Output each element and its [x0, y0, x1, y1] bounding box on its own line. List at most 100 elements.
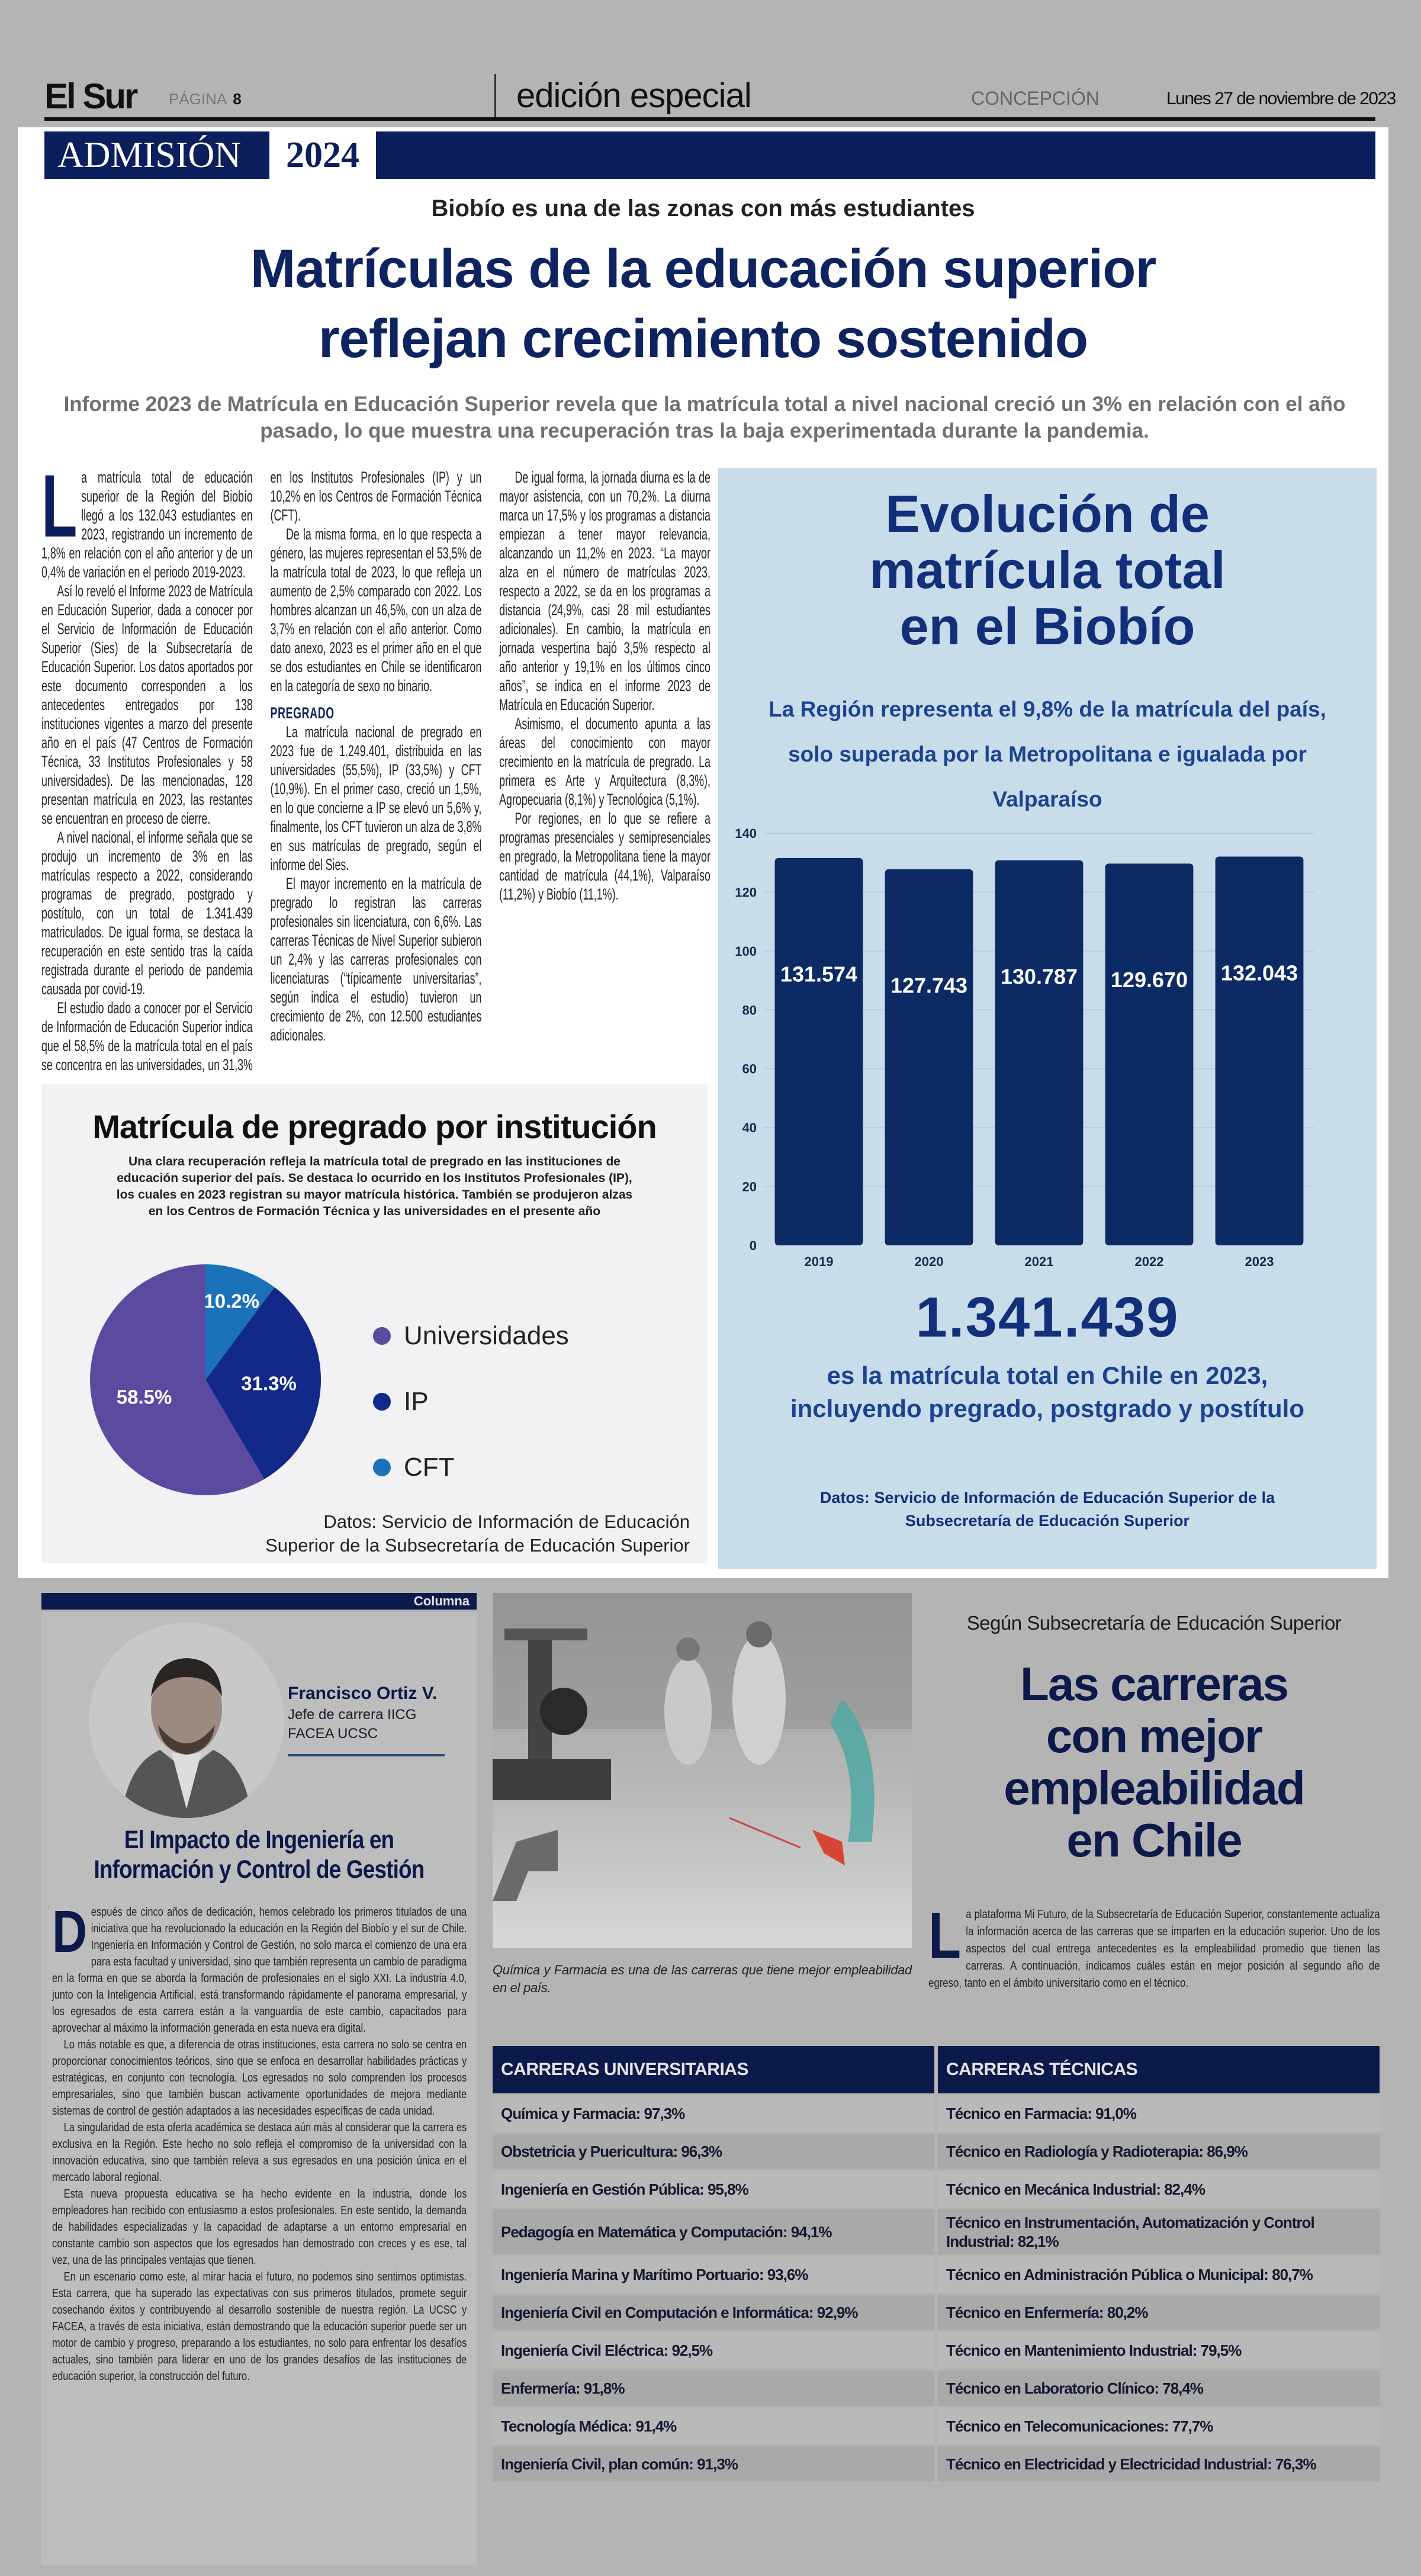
- legend-label: Universidades: [404, 1321, 569, 1350]
- pie-chart-box: Matrícula de pregrado por institución Un…: [41, 1084, 708, 1563]
- infographic-subtitle: La Región representa el 9,8% de la matrí…: [769, 697, 1326, 811]
- headline-line: Las carreras: [1020, 1658, 1289, 1710]
- pie-chart: 10.2% 31.3% 58.5%: [89, 1264, 321, 1495]
- pie-source: Datos: Servicio de Información de Educac…: [265, 1510, 690, 1557]
- y-tick-label: 140: [735, 826, 757, 841]
- university-list-item: Ingeniería en Gestión Pública: 95,8%: [493, 2172, 934, 2207]
- technical-list-item: Técnico en Instrumentación, Automatizaci…: [938, 2209, 1380, 2254]
- laboratory-image: [493, 1593, 912, 1948]
- title-line: Evolución de: [885, 484, 1210, 543]
- bar-2022: [1105, 863, 1194, 1245]
- pie-slice-universidades: [89, 1264, 265, 1495]
- bar-chart: 0 20 40 60 80 100 120 140 131.574 2019 127.743 2020…: [735, 826, 1314, 1269]
- photo-caption: Química y Farmacia es una de las carrera…: [493, 1962, 912, 1995]
- author-role: Jefe de carrera IICG FACEA UCSC: [288, 1705, 416, 1743]
- lab-photo: [493, 1593, 912, 1948]
- y-tick-label: 20: [742, 1180, 757, 1194]
- title-line: Información y Control de Gestión: [94, 1855, 425, 1884]
- headline-line: empleabilidad: [1004, 1762, 1305, 1814]
- page-number: PÁGINA 8: [169, 90, 242, 108]
- legend-label: CFT: [404, 1452, 455, 1482]
- national-total: 1.341.439: [915, 1286, 1179, 1349]
- paragraph: El estudio dado a conocer por el Servici…: [41, 468, 482, 1074]
- employability-lists: CARRERAS UNIVERSITARIAS Química y Farmaci…: [493, 2046, 1380, 2482]
- paragraph: Después de cinco años de dedicación, hem…: [52, 1899, 467, 2035]
- bar-2023: [1215, 856, 1304, 1245]
- article-headline: Matrículas de la educación superior refl…: [18, 234, 1388, 374]
- paragraph: Por regiones, en lo que se refiere a pro…: [499, 810, 710, 903]
- headline-line: Matrículas de la educación superior: [250, 239, 1157, 299]
- employability-kicker: Según Subsecretaría de Educación Superio…: [966, 1612, 1342, 1634]
- infographic-title: Evolución de matrícula total en el Biobí…: [718, 486, 1377, 654]
- bar-2021: [995, 860, 1084, 1245]
- edition-label: edición especial: [516, 76, 752, 115]
- y-tick-label: 120: [735, 885, 757, 900]
- paragraph: La matrícula nacional de pregrado en 202…: [270, 723, 482, 873]
- x-tick-label: 2023: [1245, 1254, 1274, 1269]
- university-list-header: CARRERAS UNIVERSITARIAS: [493, 2046, 934, 2093]
- pie-slice-ip: [205, 1287, 321, 1479]
- header-rule: [44, 117, 1375, 121]
- enrollment-infographic: Evolución de matrícula total en el Biobí…: [718, 468, 1377, 1569]
- legend-dot-icon: [373, 1326, 391, 1345]
- university-list-item: Obstetricia y Puericultura: 96,3%: [493, 2134, 934, 2169]
- x-tick-label: 2020: [915, 1254, 944, 1269]
- role-line: FACEA UCSC: [288, 1726, 378, 1742]
- x-tick-label: 2022: [1135, 1254, 1164, 1269]
- employability-intro: La plataforma Mi Futuro, de la Subsecret…: [928, 1899, 1380, 1990]
- article-body: La matrícula total de educación superior…: [41, 468, 710, 1081]
- bar-value-label: 132.043: [1221, 961, 1298, 985]
- y-tick-label: 60: [742, 1062, 757, 1077]
- pie-slice-label: 58.5%: [117, 1386, 172, 1408]
- person-silhouette-icon: [121, 1658, 252, 1818]
- page-number-value: 8: [233, 90, 242, 108]
- paragraph: En un escenario como este, al mirar haci…: [52, 2270, 467, 2383]
- title-line: matrícula total: [869, 541, 1226, 599]
- legend-dot-icon: [373, 1458, 391, 1476]
- university-list-item: Enfermería: 91,8%: [493, 2371, 934, 2406]
- y-tick-label: 40: [742, 1120, 757, 1135]
- headline-line: en Chile: [1066, 1814, 1242, 1867]
- pie-slice-cft: [205, 1264, 275, 1380]
- title-line: en el Biobío: [899, 597, 1195, 656]
- section-banner: ADMISIÓN 2024: [44, 131, 1375, 179]
- paragraph: De igual forma, la jornada diurna es la …: [499, 468, 710, 714]
- article-deck: Informe 2023 de Matrícula en Educación S…: [63, 393, 1346, 442]
- technical-list-item: Técnico en Mantenimiento Industrial: 79,…: [938, 2333, 1380, 2368]
- subheading: PREGRADO: [270, 704, 335, 722]
- technical-list-item: Técnico en Administración Pública o Muni…: [938, 2257, 1380, 2292]
- technical-list-header: CARRERAS TÉCNICAS: [938, 2046, 1380, 2093]
- pie-slice-label: 31.3%: [241, 1373, 297, 1395]
- bar-value-label: 131.574: [780, 962, 857, 987]
- city-label: CONCEPCIÓN: [971, 88, 1099, 109]
- national-total-caption: es la matrícula total en Chile en 2023, …: [790, 1361, 1305, 1422]
- university-list-item: Química y Farmacia: 97,3%: [493, 2096, 934, 2131]
- pie-legend: Universidades IP CFT: [373, 1303, 569, 1500]
- x-tick-label: 2021: [1025, 1254, 1054, 1269]
- paragraph: De la misma forma, en lo que respecta a …: [270, 525, 482, 695]
- technical-list-item: Técnico en Telecomunicaciones: 77,7%: [938, 2408, 1380, 2444]
- headline-line: reflejan crecimiento sostenido: [318, 309, 1088, 369]
- bar-value-label: 129.670: [1111, 968, 1188, 992]
- bar-2020: [885, 869, 973, 1245]
- pie-chart-description: Una clara recuperación refleja la matríc…: [116, 1155, 633, 1218]
- headline-line: con mejor: [1046, 1710, 1263, 1762]
- technical-list-item: Técnico en Electricidad y Electricidad I…: [938, 2446, 1380, 2482]
- pie-chart-title: Matrícula de pregrado por institución: [92, 1108, 657, 1145]
- newspaper-logo: El Sur: [44, 76, 138, 116]
- technical-list-item: Técnico en Laboratorio Clínico: 78,4%: [938, 2371, 1380, 2406]
- paragraph: Lo más notable es que, a diferencia de o…: [52, 2038, 467, 2118]
- section-year: 2024: [269, 131, 376, 179]
- paragraph: La matrícula total de educación superior…: [41, 468, 253, 581]
- page-label: PÁGINA: [169, 90, 227, 108]
- university-list-item: Ingeniería Civil Eléctrica: 92,5%: [493, 2333, 934, 2368]
- x-tick-label: 2019: [805, 1254, 834, 1269]
- pie-slice-label: 10.2%: [204, 1290, 259, 1312]
- infographic-source: Datos: Servicio de Información de Educac…: [819, 1489, 1275, 1530]
- y-tick-label: 80: [742, 1003, 757, 1017]
- role-line: Jefe de carrera IICG: [288, 1707, 417, 1723]
- paragraph: La singularidad de esta oferta académica…: [52, 2121, 467, 2184]
- paragraph: Asimismo, el documento apunta a las área…: [499, 715, 710, 808]
- technical-list-item: Técnico en Mecánica Industrial: 82,4%: [938, 2172, 1380, 2207]
- source-line: Datos: Servicio de Información de Educac…: [323, 1511, 690, 1532]
